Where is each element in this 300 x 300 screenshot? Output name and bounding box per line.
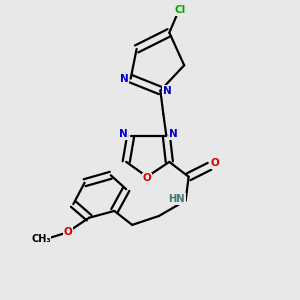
Text: N: N xyxy=(163,85,171,96)
Text: O: O xyxy=(210,158,219,168)
Text: N: N xyxy=(120,74,128,84)
Text: O: O xyxy=(64,227,73,237)
Text: N: N xyxy=(169,129,178,139)
Text: N: N xyxy=(119,129,128,139)
Text: Cl: Cl xyxy=(174,5,185,15)
Text: HN: HN xyxy=(168,194,185,204)
Text: CH₃: CH₃ xyxy=(31,234,51,244)
Text: O: O xyxy=(143,173,152,183)
